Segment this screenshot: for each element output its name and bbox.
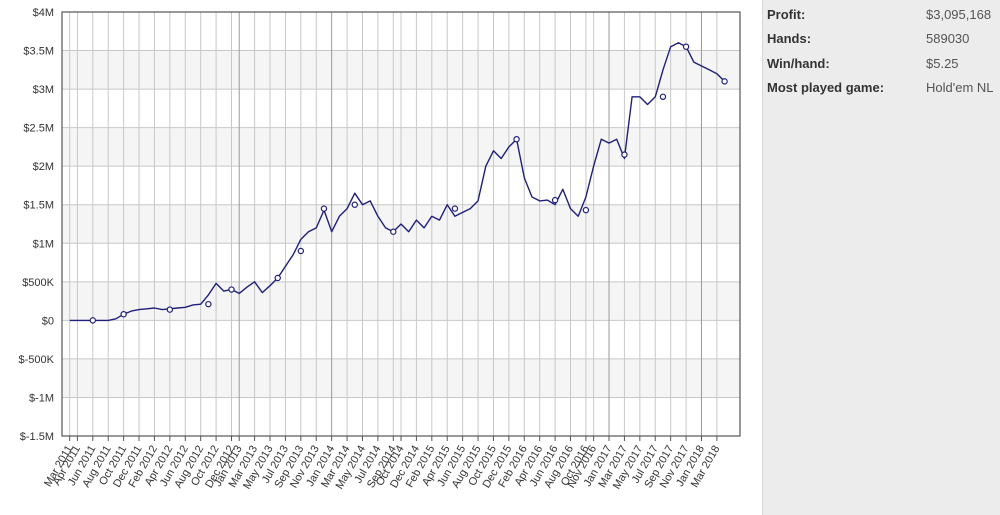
profit-row: Profit: $3,095,168 [763,7,1000,31]
data-point-marker [274,274,281,282]
data-point-marker [351,201,358,208]
profit-line-chart: $-1.5M $-1M $-500K $0 $500K $1M $1.5M $2M $2.5M $… [19,7,741,491]
data-point-marker [582,206,590,214]
chart-area: $-1.5M $-1M $-500K $0 $500K $1M $1.5M $2M $2.5M $… [18,7,741,492]
stats-panel: Profit: $3,095,168 Hands: 589030 Win/han… [762,0,1000,515]
most-played-row: Most played game: Hold'em NL [763,80,1000,104]
data-point-marker [228,286,235,293]
data-point-marker [451,205,459,212]
profit-label: Profit: [767,7,806,22]
most-played-value: Hold'em NL [926,80,994,95]
most-played-label: Most played game: [767,80,885,95]
data-point-marker [89,317,97,324]
y-tick-label: $3M [33,84,54,96]
y-tick-label: $3.5M [23,46,54,58]
data-point-marker [320,205,328,212]
data-point-marker [297,247,305,255]
data-point-marker [659,93,667,101]
data-point-marker [390,228,397,235]
win-per-hand-label: Win/hand: [767,56,830,71]
data-point-marker [551,196,559,204]
y-tick-label: $1.5M [23,200,54,212]
y-tick-label: $-1M [29,392,54,404]
y-tick-label: $2.5M [23,123,54,135]
profit-value: $3,095,168 [926,7,992,22]
data-point-marker [682,43,690,50]
win-per-hand-row: Win/hand: $5.25 [763,56,1000,80]
data-point-marker [205,300,212,308]
hands-label: Hands: [767,31,812,46]
y-tick-label: $0 [42,315,54,327]
data-point-marker [621,151,628,158]
y-tick-label: $500K [22,277,54,289]
y-tick-label: $1M [33,238,54,250]
y-tick-label: $-1.5M [20,431,54,443]
hands-row: Hands: 589030 [763,31,1000,55]
win-per-hand-value: $5.25 [926,56,959,71]
profit-series-line [69,42,726,322]
data-point-marker [120,310,127,318]
data-point-marker [721,78,728,85]
y-tick-label: $4M [33,7,54,19]
data-point-marker [513,135,520,143]
y-tick-label: $2M [33,161,54,173]
data-point-marker [166,306,174,313]
y-tick-label: $-500K [19,354,55,366]
hands-value: 589030 [926,31,970,46]
plot-frame [61,11,741,437]
